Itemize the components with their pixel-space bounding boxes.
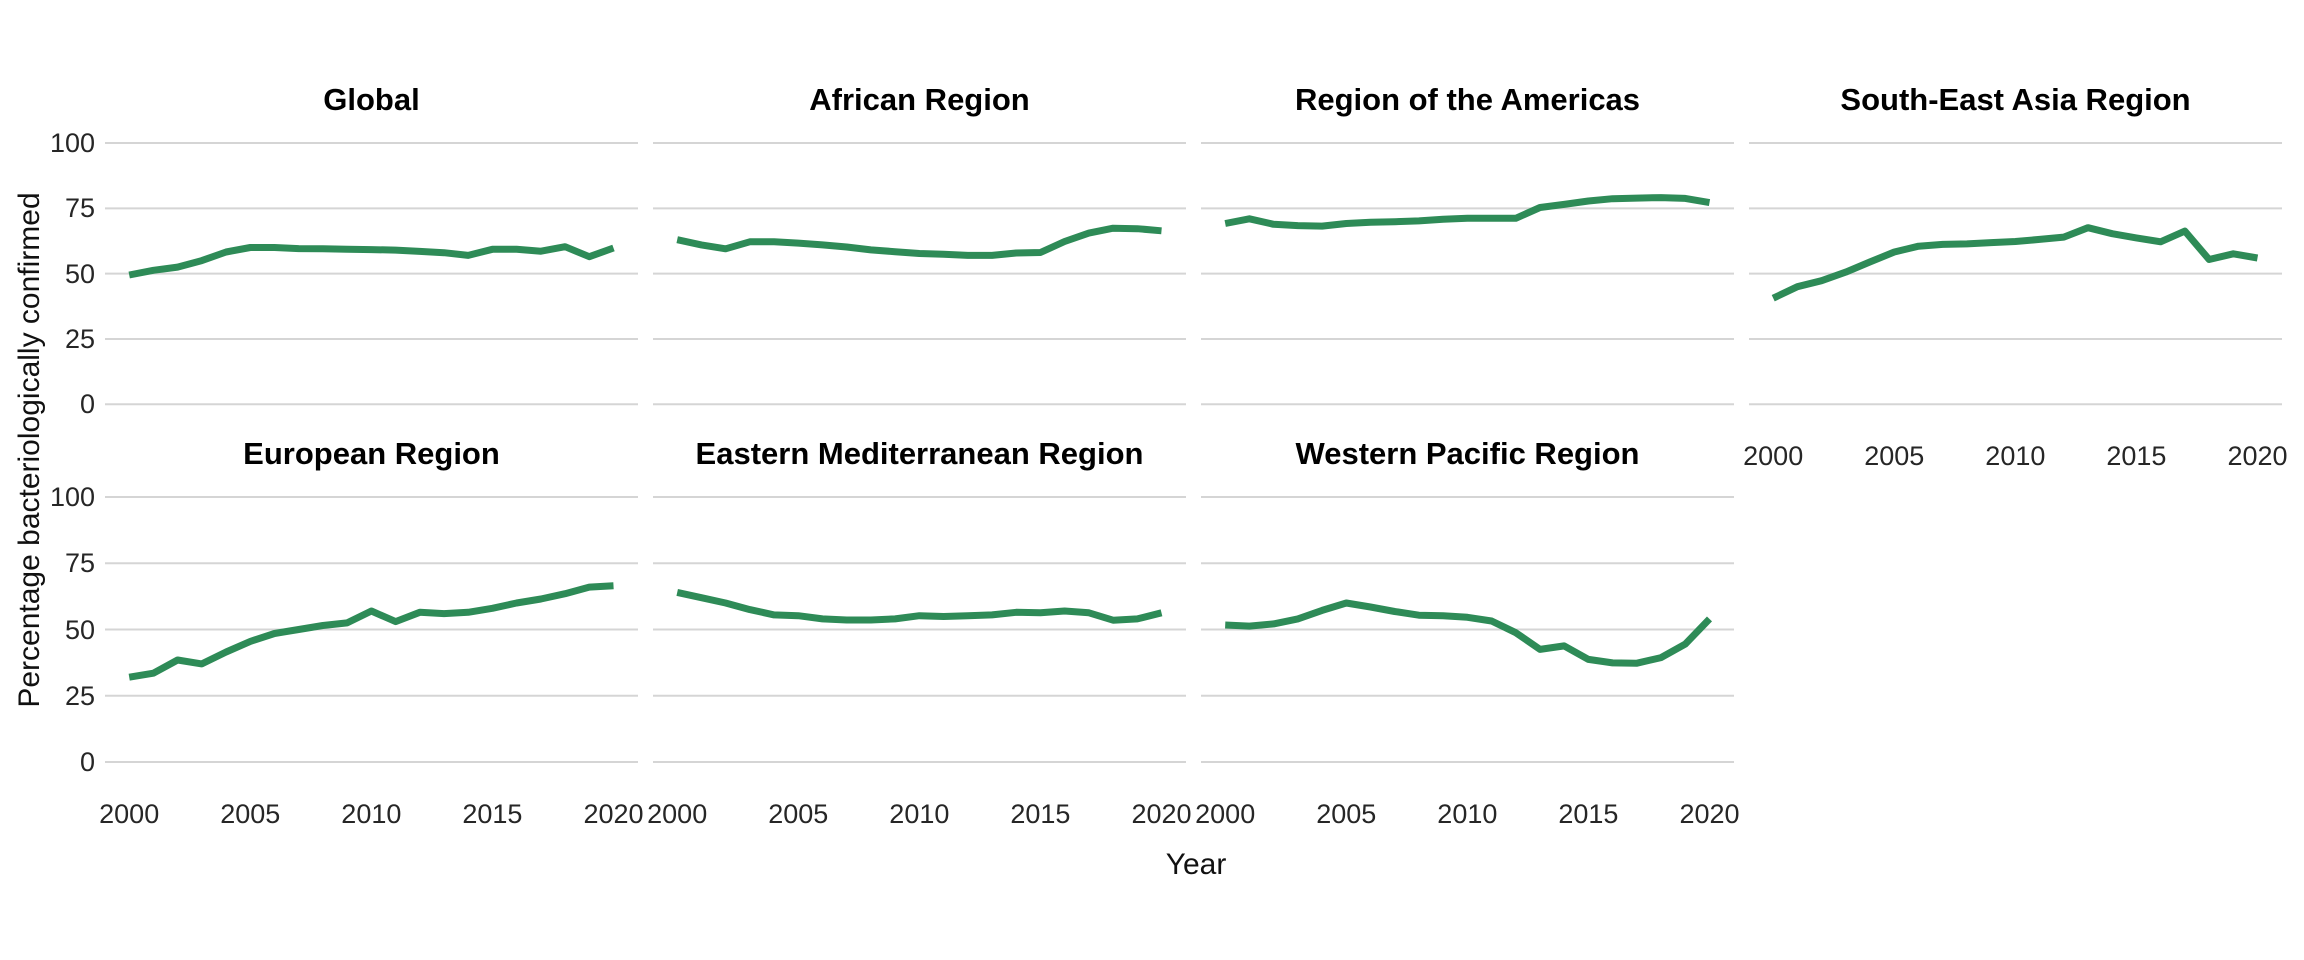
- facet-panel-eastern-mediterranean-region: [653, 496, 1186, 763]
- y-tick-label-0-row1: 0: [79, 389, 95, 420]
- x-tick-label-2015-south-east-asia-region: 2015: [2106, 441, 2167, 472]
- facet-panel-region-of-the-americas: [1201, 142, 1734, 406]
- trend-line-western-pacific-region: [1225, 599, 1713, 667]
- trend-line-south-east-asia-region: [1771, 224, 2259, 302]
- x-tick-label-2020-south-east-asia-region: 2020: [2227, 441, 2288, 472]
- trend-line-eastern-mediterranean-region: [676, 588, 1163, 624]
- facet-title-european-region: European Region: [243, 436, 500, 471]
- x-tick-label-2000-eastern-mediterranean-region: 2000: [647, 799, 708, 829]
- y-tick-label-75-row2: 75: [64, 548, 95, 579]
- x-tick-label-2020-western-pacific-region: 2020: [1679, 799, 1740, 829]
- y-tick-label-50-row2: 50: [64, 614, 95, 645]
- x-tick-label-2005-south-east-asia-region: 2005: [1864, 441, 1925, 472]
- y-tick-label-25-row1: 25: [64, 323, 95, 354]
- x-tick-label-2020-european-region: 2020: [583, 799, 644, 829]
- facet-panel-western-pacific-region: [1201, 496, 1734, 763]
- facet-title-western-pacific-region: Western Pacific Region: [1295, 436, 1640, 471]
- y-tick-label-0-row2: 0: [79, 747, 95, 777]
- facet-title-eastern-mediterranean-region: Eastern Mediterranean Region: [695, 436, 1144, 471]
- y-tick-label-50-row1: 50: [64, 258, 95, 289]
- x-tick-label-2010-western-pacific-region: 2010: [1437, 799, 1498, 829]
- facet-title-south-east-asia-region: South-East Asia Region: [1840, 82, 2191, 117]
- x-tick-label-2015-eastern-mediterranean-region: 2015: [1010, 799, 1071, 829]
- x-tick-label-2005-european-region: 2005: [220, 799, 281, 829]
- trend-line-region-of-the-americas: [1224, 194, 1711, 230]
- facet-panel-european-region: [105, 496, 638, 763]
- x-tick-label-2010-european-region: 2010: [341, 799, 402, 829]
- x-tick-label-2010-eastern-mediterranean-region: 2010: [889, 799, 950, 829]
- x-tick-label-2005-western-pacific-region: 2005: [1316, 799, 1377, 829]
- facet-panel-south-east-asia-region: [1749, 142, 2282, 406]
- x-tick-label-2020-eastern-mediterranean-region: 2020: [1131, 799, 1192, 829]
- y-tick-label-100-row2: 100: [49, 482, 95, 512]
- trend-line-european-region: [128, 582, 614, 681]
- x-tick-label-2000-south-east-asia-region: 2000: [1743, 441, 1804, 472]
- trend-line-african-region: [676, 224, 1162, 259]
- facet-panel-african-region: [653, 142, 1186, 406]
- x-tick-label-2010-south-east-asia-region: 2010: [1985, 441, 2046, 472]
- x-axis-title: Year: [1165, 848, 1227, 881]
- facet-panel-global: [105, 142, 638, 406]
- x-tick-label-2015-european-region: 2015: [462, 799, 523, 829]
- x-tick-label-2005-eastern-mediterranean-region: 2005: [768, 799, 829, 829]
- facet-title-african-region: African Region: [809, 82, 1030, 117]
- x-tick-label-2000-western-pacific-region: 2000: [1195, 799, 1256, 829]
- y-tick-label-100-row1: 100: [49, 128, 95, 158]
- y-tick-label-25-row2: 25: [64, 680, 95, 711]
- facet-title-global: Global: [323, 82, 420, 117]
- trend-line-global: [128, 243, 615, 279]
- y-tick-label-75-row1: 75: [64, 193, 95, 224]
- x-tick-label-2000-european-region: 2000: [99, 799, 160, 829]
- x-tick-label-2015-western-pacific-region: 2015: [1558, 799, 1619, 829]
- facet-title-region-of-the-americas: Region of the Americas: [1294, 82, 1641, 117]
